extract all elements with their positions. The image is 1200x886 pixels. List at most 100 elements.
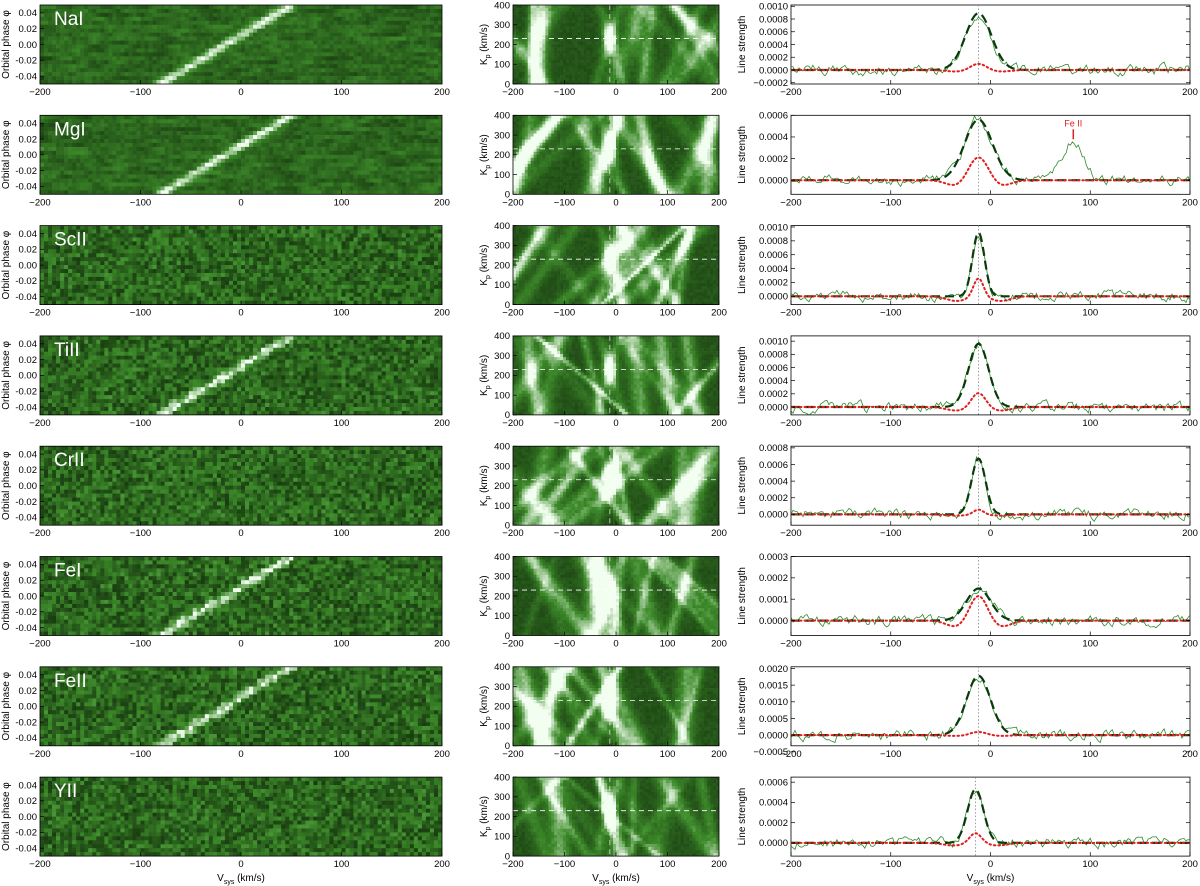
y-tick-label: -0.02: [15, 56, 37, 67]
x-tick-label: 100: [334, 749, 350, 760]
x-tick-label: 100: [1082, 308, 1098, 319]
line-profile-frame: [790, 114, 1191, 195]
y-axis-label: Kp (km/s): [479, 355, 492, 396]
y-tick-label: -0.02: [15, 276, 37, 287]
x-tick-label: −100: [554, 528, 575, 539]
x-tick-label: −100: [130, 528, 151, 539]
y-axis-label: Line strength: [737, 457, 748, 515]
y-tick-label: 0.0002: [759, 818, 788, 829]
y-tick-label: 200: [494, 40, 510, 51]
x-tick-label: 100: [334, 197, 350, 208]
y-tick-label: 400: [494, 0, 510, 11]
y-axis-label: Kp (km/s): [479, 245, 492, 286]
x-tick-label: 100: [1082, 859, 1098, 870]
y-tick-label: -0.04: [15, 71, 37, 82]
line-profile-plot: [791, 666, 1190, 746]
x-tick-label: −100: [130, 87, 151, 98]
y-tick-label: 200: [494, 812, 510, 823]
y-tick-label: 100: [494, 832, 510, 843]
ccf-line: [791, 115, 1190, 188]
y-axis-label: Line strength: [737, 677, 748, 735]
x-tick-label: 0: [238, 528, 243, 539]
x-tick-label: 100: [1082, 528, 1098, 539]
x-tick-label: 200: [711, 197, 727, 208]
y-tick-label: 0.0003: [759, 552, 788, 563]
x-tick-label: 0: [613, 859, 618, 870]
y-tick-label: -0.04: [15, 623, 37, 634]
phase-map-pixels: [40, 777, 442, 857]
line-profile-frame: [790, 225, 1191, 306]
x-tick-label: −100: [880, 749, 901, 760]
model-component-line: [791, 277, 1190, 303]
y-tick-label: 0.0010: [759, 336, 788, 347]
x-tick-label: 0: [988, 308, 993, 319]
x-tick-label: 0: [988, 197, 993, 208]
y-tick-label: 0.0006: [759, 250, 788, 261]
x-tick-label: 100: [1082, 749, 1098, 760]
x-tick-label: 200: [711, 308, 727, 319]
x-tick-label: 100: [660, 639, 676, 650]
x-axis-label: Vsys (km/s): [967, 873, 1015, 886]
x-tick-label: 0: [238, 859, 243, 870]
x-tick-label: −200: [29, 418, 50, 429]
y-axis-label: Line strength: [737, 236, 748, 294]
line-profile-plot: [791, 115, 1190, 195]
x-tick-label: −200: [502, 197, 523, 208]
kp-map-pixels: [513, 5, 719, 84]
y-tick-label: 0.0004: [759, 476, 788, 487]
x-tick-label: 100: [1082, 197, 1098, 208]
y-axis-label: Orbital phase φ: [1, 671, 12, 740]
x-tick-label: 0: [613, 197, 618, 208]
x-tick-label: −100: [130, 639, 151, 650]
y-tick-label: 0.0010: [759, 222, 788, 233]
x-tick-label: 200: [1182, 639, 1198, 650]
x-tick-label: 200: [434, 87, 450, 98]
y-tick-label: 0.0015: [759, 680, 788, 691]
y-tick-label: 0.0006: [759, 777, 788, 788]
x-tick-label: 200: [434, 639, 450, 650]
x-tick-label: 200: [434, 859, 450, 870]
ccf-line: [791, 678, 1190, 744]
line-profile-plot: [791, 5, 1190, 84]
x-tick-label: −200: [780, 639, 801, 650]
phase-map-YII: YII 0.04 0.02 0.00 -0.02 -0.04 −200 −100 0 100 200…: [1, 776, 450, 870]
y-tick-label: −0.0005: [753, 747, 788, 758]
y-tick-label: 0.04: [19, 339, 38, 350]
x-tick-label: −200: [780, 859, 801, 870]
y-tick-label: 0: [505, 521, 510, 532]
phase-map-NaI: NaI 0.04 0.02 0.00 -0.02 -0.04 −200 −100 0 100 200…: [1, 4, 450, 98]
x-tick-label: −200: [502, 749, 523, 760]
y-axis-label: Kp (km/s): [479, 575, 492, 616]
y-tick-label: 0.0008: [759, 350, 788, 361]
model-total-line: [791, 12, 1190, 72]
x-tick-label: −100: [554, 859, 575, 870]
element-label: TiII: [54, 340, 80, 361]
y-tick-label: 0.0002: [759, 389, 788, 400]
x-tick-label: −200: [29, 749, 50, 760]
x-tick-label: −100: [130, 308, 151, 319]
x-tick-label: 0: [613, 749, 618, 760]
ccf-line: [791, 455, 1190, 522]
y-axis-label: Line strength: [737, 788, 748, 846]
x-tick-label: −100: [880, 308, 901, 319]
phase-map-FeII: FeII 0.04 0.02 0.00 -0.02 -0.04 −200 −100 0 100 20…: [1, 666, 450, 760]
x-tick-label: 0: [988, 639, 993, 650]
y-tick-label: 200: [494, 591, 510, 602]
model-component-line: [791, 156, 1190, 186]
y-tick-label: 0.0005: [759, 714, 788, 725]
x-tick-label: −100: [880, 639, 901, 650]
kp-map-pixels: [513, 777, 719, 857]
y-tick-label: 200: [494, 481, 510, 492]
x-tick-label: 200: [1182, 308, 1198, 319]
x-tick-label: 200: [711, 639, 727, 650]
x-tick-label: 100: [660, 87, 676, 98]
phase-map-pixels: [40, 335, 442, 415]
y-tick-label: 100: [494, 280, 510, 291]
y-tick-label: 0.04: [19, 8, 38, 19]
x-tick-label: 0: [238, 308, 243, 319]
y-tick-label: 100: [494, 170, 510, 181]
x-tick-label: 0: [988, 859, 993, 870]
